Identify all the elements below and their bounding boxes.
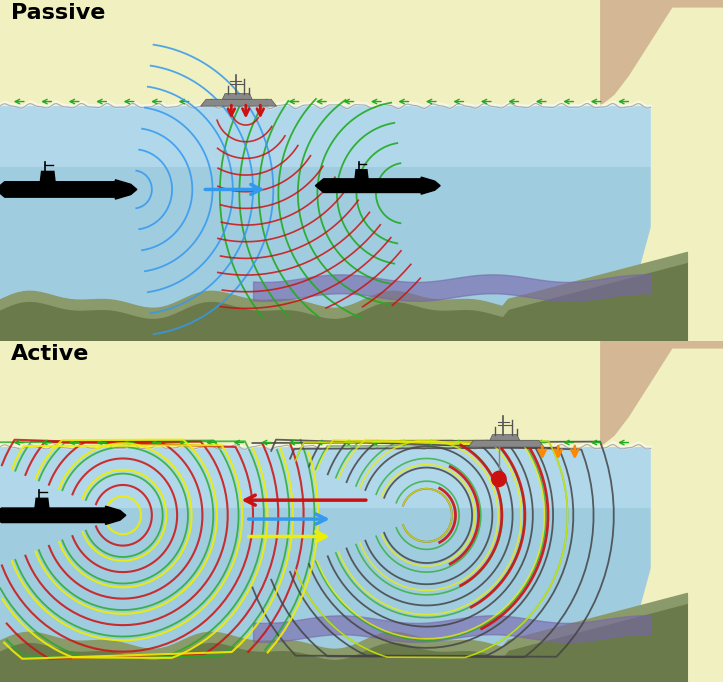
Polygon shape bbox=[0, 106, 651, 341]
Polygon shape bbox=[0, 181, 131, 197]
Polygon shape bbox=[355, 170, 368, 179]
Text: Passive: Passive bbox=[11, 3, 106, 23]
Polygon shape bbox=[600, 0, 723, 106]
Bar bbox=[0, 106, 651, 166]
Bar bbox=[0, 447, 651, 507]
Polygon shape bbox=[0, 447, 651, 682]
Polygon shape bbox=[201, 100, 276, 106]
Polygon shape bbox=[421, 177, 440, 194]
Polygon shape bbox=[222, 93, 252, 100]
Polygon shape bbox=[600, 341, 723, 447]
Polygon shape bbox=[106, 506, 126, 524]
Polygon shape bbox=[35, 499, 49, 508]
Polygon shape bbox=[469, 441, 544, 447]
Text: Active: Active bbox=[11, 344, 89, 364]
Polygon shape bbox=[40, 171, 55, 181]
Polygon shape bbox=[116, 180, 137, 199]
Bar bbox=[0, 0, 723, 106]
Bar bbox=[0, 341, 723, 447]
Polygon shape bbox=[0, 508, 120, 522]
Polygon shape bbox=[490, 434, 520, 441]
Polygon shape bbox=[315, 179, 435, 192]
Circle shape bbox=[492, 471, 506, 486]
